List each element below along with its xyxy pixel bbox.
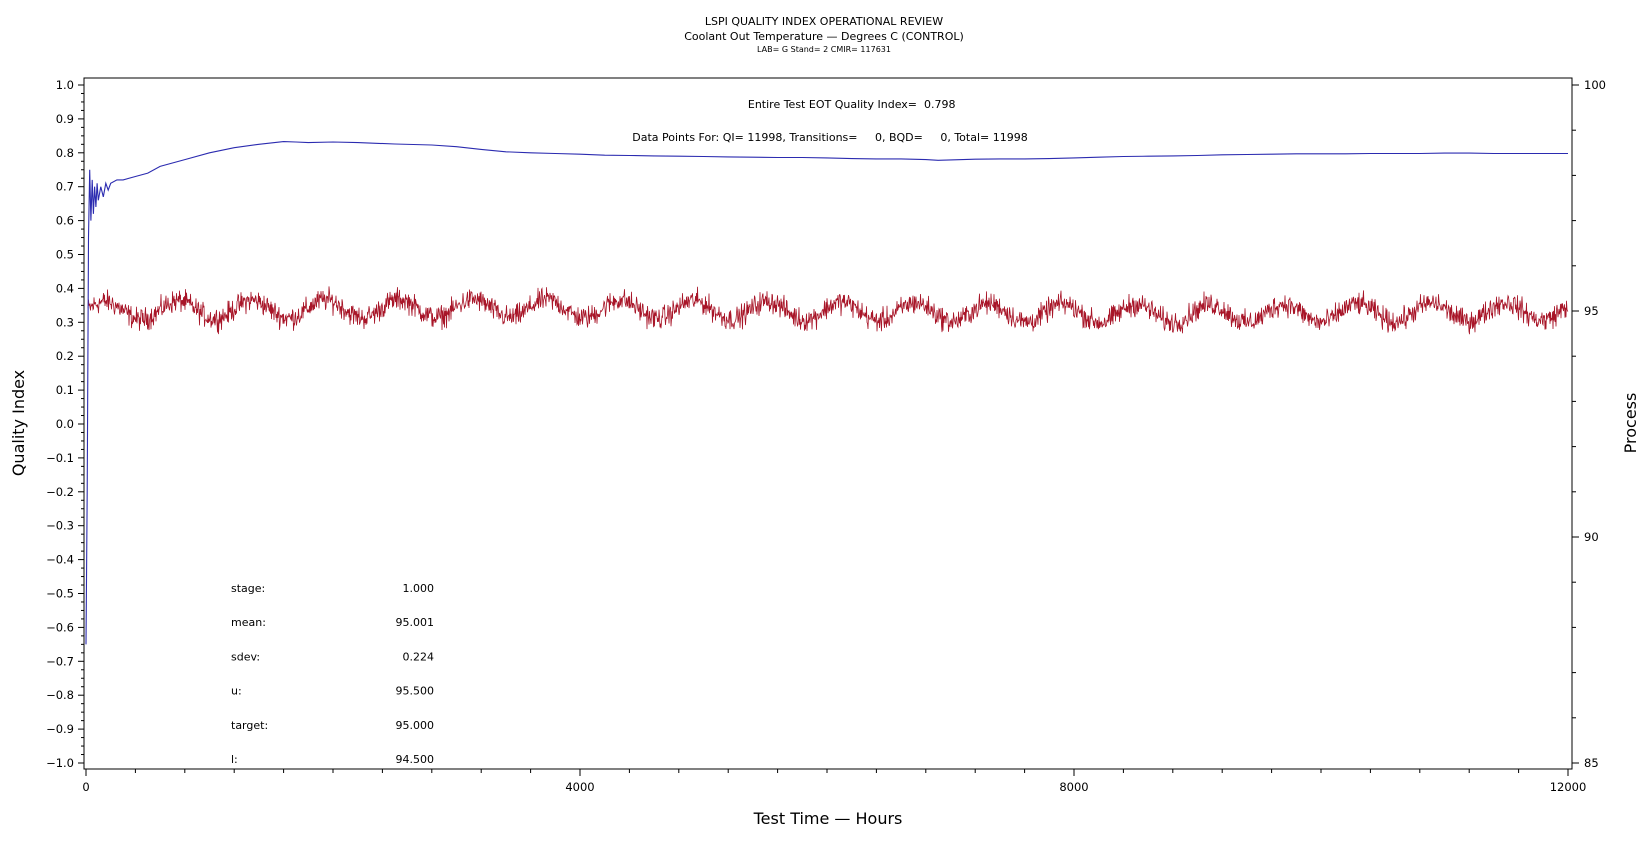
plot-area bbox=[83, 77, 1573, 770]
y-left-tick-label: −0.8 bbox=[46, 688, 74, 702]
x-tick-label: 0 bbox=[82, 780, 89, 794]
left-axis: 1.0 0.9 0.8 0.7 0.6 0.5 0.4 0.3 0.2 0.1 0.0 −0.1 −0.… bbox=[46, 78, 84, 770]
eot-value: 0.798 bbox=[924, 98, 956, 111]
series-process bbox=[87, 286, 1569, 335]
y-right-tick-label: 100 bbox=[1584, 78, 1606, 92]
quality-index-line bbox=[85, 141, 1568, 645]
x-tick-label: 4000 bbox=[565, 780, 594, 794]
y-left-tick-label: −1.0 bbox=[46, 756, 74, 770]
y-left-tick-label: 0.3 bbox=[56, 315, 74, 329]
y-left-tick-label: 1.0 bbox=[56, 78, 74, 92]
stat-label: target: bbox=[231, 719, 268, 732]
stat-label: l: bbox=[231, 753, 238, 766]
stat-label: u: bbox=[231, 685, 242, 698]
y-left-label: Quality Index bbox=[9, 370, 28, 476]
chart-subtitle: Coolant Out Temperature — Degrees C (CON… bbox=[684, 30, 964, 43]
y-left-tick-label: −0.5 bbox=[46, 587, 74, 601]
y-left-tick-label: −0.9 bbox=[46, 722, 74, 736]
stat-label: mean: bbox=[231, 616, 266, 629]
y-left-tick-label: 0.6 bbox=[56, 214, 74, 228]
stat-value: 95.500 bbox=[396, 685, 435, 698]
data-points-line: Data Points For: QI= 11998, Transitions=… bbox=[632, 131, 1027, 144]
x-tick-label: 12000 bbox=[1550, 780, 1587, 794]
x-tick-label: 8000 bbox=[1059, 780, 1088, 794]
stat-value: 94.500 bbox=[396, 753, 435, 766]
y-right-tick-label: 85 bbox=[1584, 756, 1599, 770]
stat-value: 0.224 bbox=[403, 650, 435, 663]
stat-label: stage: bbox=[231, 582, 265, 595]
chart-titles: LSPI QUALITY INDEX OPERATIONAL REVIEW Co… bbox=[684, 15, 964, 54]
chart-subtitle-ids: LAB= G Stand= 2 CMIR= 117631 bbox=[757, 45, 891, 54]
y-left-tick-label: −0.1 bbox=[46, 451, 74, 465]
y-left-tick-label: 0.4 bbox=[56, 281, 74, 295]
bottom-axis: 0 4000 8000 12000 bbox=[82, 769, 1586, 794]
right-axis: 100 95 90 85 bbox=[1572, 78, 1606, 770]
y-right-tick-label: 95 bbox=[1584, 304, 1599, 318]
y-left-tick-label: 0.2 bbox=[56, 349, 74, 363]
y-left-tick-label: −0.3 bbox=[46, 519, 74, 533]
stat-value: 95.001 bbox=[396, 616, 435, 629]
eot-label: Entire Test EOT Quality Index= bbox=[748, 98, 917, 111]
y-right-label: Process bbox=[1621, 393, 1640, 454]
annotations: Entire Test EOT Quality Index= 0.798 Dat… bbox=[632, 98, 1027, 144]
stat-value: 1.000 bbox=[403, 582, 435, 595]
y-left-tick-label: 0.9 bbox=[56, 112, 74, 126]
y-left-tick-label: −0.4 bbox=[46, 553, 74, 567]
chart-title: LSPI QUALITY INDEX OPERATIONAL REVIEW bbox=[705, 15, 943, 28]
series-quality-index bbox=[85, 141, 1568, 645]
x-axis-label: Test Time — Hours bbox=[753, 809, 903, 828]
y-right-tick-label: 90 bbox=[1584, 530, 1599, 544]
y-left-tick-label: 0.0 bbox=[56, 417, 74, 431]
y-left-tick-label: −0.2 bbox=[46, 485, 74, 499]
y-left-tick-label: −0.6 bbox=[46, 620, 74, 634]
y-left-tick-label: 0.5 bbox=[56, 248, 74, 262]
y-left-tick-label: 0.1 bbox=[56, 383, 74, 397]
y-left-tick-label: 0.7 bbox=[56, 180, 74, 194]
stats-block: stage: 1.000 mean: 95.001 sdev: 0.224 u: 95.500… bbox=[231, 582, 434, 766]
y-left-tick-label: −0.7 bbox=[46, 654, 74, 668]
y-left-tick-label: 0.8 bbox=[56, 146, 74, 160]
process-line bbox=[87, 286, 1569, 335]
stat-label: sdev: bbox=[231, 650, 260, 663]
stat-value: 95.000 bbox=[396, 719, 435, 732]
